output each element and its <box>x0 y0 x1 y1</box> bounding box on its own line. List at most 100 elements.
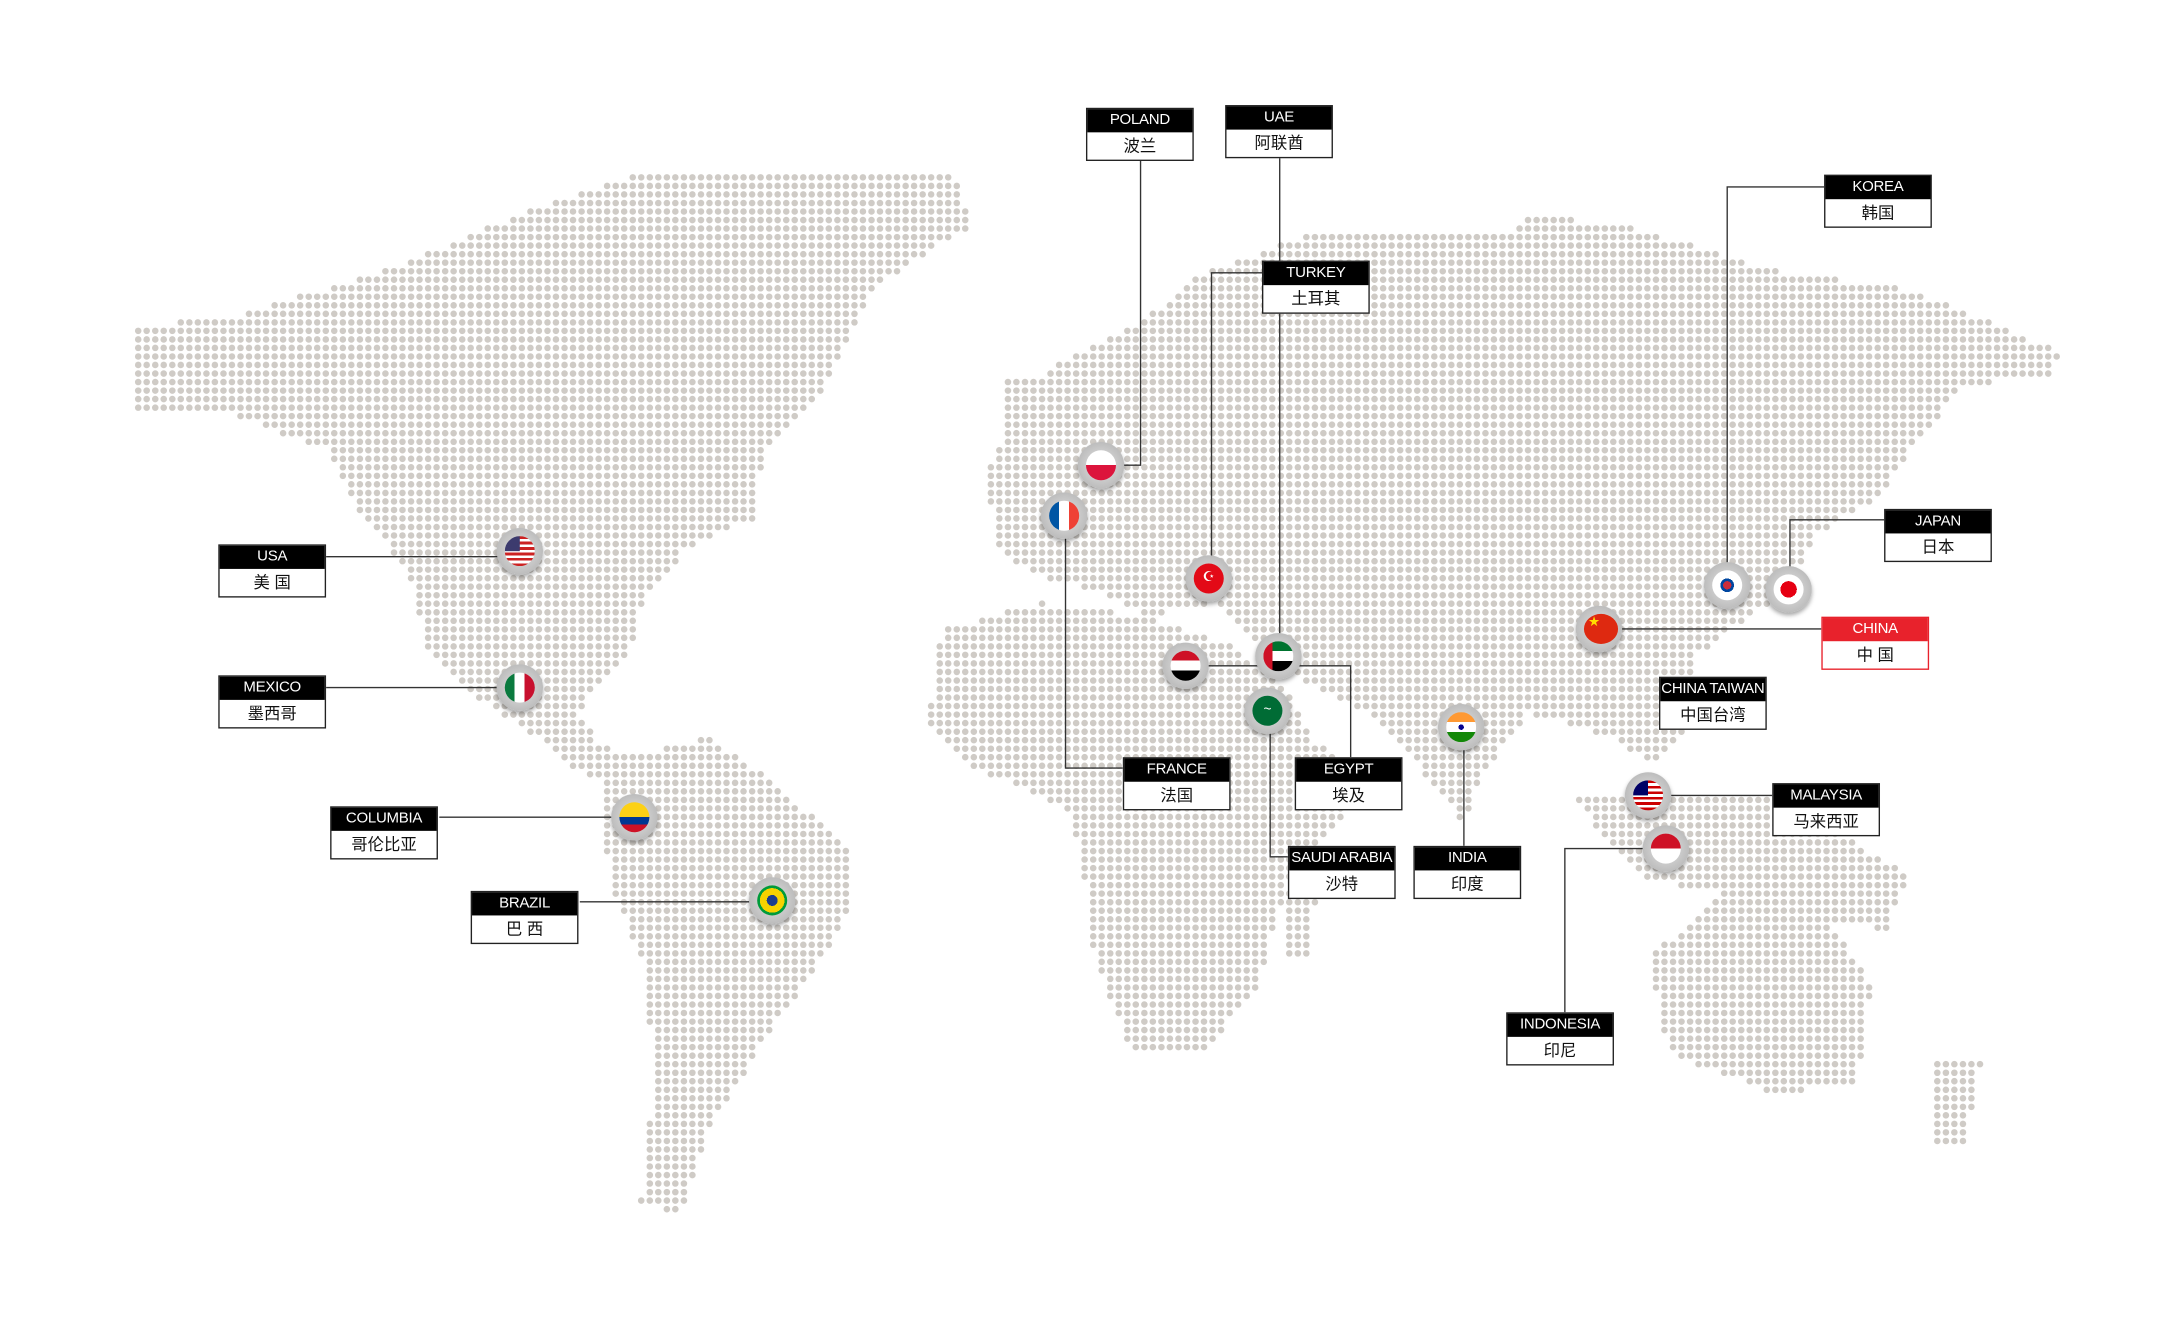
map-dot <box>944 191 952 198</box>
map-dot <box>757 182 764 190</box>
map-dot <box>791 174 798 181</box>
map-dot <box>919 191 926 198</box>
map-dot <box>808 191 816 198</box>
map-dot <box>757 174 764 181</box>
map-dot <box>834 191 841 198</box>
map-dot <box>868 174 875 181</box>
map-dot <box>561 199 568 207</box>
map-dot <box>740 191 747 198</box>
map-dot <box>672 182 679 190</box>
map-dot <box>697 182 705 190</box>
map-dot <box>697 191 705 198</box>
map-dot <box>876 182 884 190</box>
map-dot <box>902 191 909 198</box>
map-dot <box>723 182 730 190</box>
map-dot <box>893 191 901 198</box>
map-dot <box>680 174 688 181</box>
map-dot <box>620 182 628 190</box>
map-dot <box>612 182 619 190</box>
map-dot <box>706 199 713 207</box>
map-dot <box>714 182 722 190</box>
map-dot <box>774 191 781 198</box>
map-dot <box>663 182 671 190</box>
map-dot <box>859 182 867 190</box>
map-dot <box>714 174 722 181</box>
map-dot <box>672 199 679 207</box>
map-dot <box>817 182 824 190</box>
map-dot <box>689 191 696 198</box>
map-dot <box>748 191 756 198</box>
map-dot <box>782 174 790 181</box>
map-dot <box>731 182 739 190</box>
map-dot <box>612 191 619 198</box>
map-dot <box>808 174 816 181</box>
map-dot <box>765 182 773 190</box>
map-dot <box>672 191 679 198</box>
map-dot <box>765 191 773 198</box>
map-dot <box>697 174 705 181</box>
map-dot <box>586 191 594 198</box>
map-dot <box>851 191 858 198</box>
map-dot <box>629 191 637 198</box>
map-dot <box>953 191 961 198</box>
map-dot <box>919 182 926 190</box>
map-dot <box>800 182 807 190</box>
map-dot <box>859 191 867 198</box>
map-dot <box>723 191 730 198</box>
map-dot <box>902 182 909 190</box>
map-dot <box>851 182 858 190</box>
map-dot <box>876 174 884 181</box>
map-dot <box>637 191 645 198</box>
map-dot <box>902 174 909 181</box>
map-dot <box>825 174 833 181</box>
map-dot <box>765 174 773 181</box>
map-dot <box>646 182 654 190</box>
map-dot <box>646 174 654 181</box>
map-dot <box>825 182 833 190</box>
map-dot <box>953 182 961 190</box>
map-dot <box>936 182 944 190</box>
map-dot <box>637 174 645 181</box>
map-dot <box>791 191 798 198</box>
map-dot <box>655 199 662 207</box>
map-dot <box>740 174 747 181</box>
map-dot <box>586 199 594 207</box>
map-dot <box>672 174 679 181</box>
map-dot <box>876 191 884 198</box>
map-dot <box>910 174 918 181</box>
map-dot <box>620 199 628 207</box>
map-dot <box>706 174 713 181</box>
map-dot <box>731 191 739 198</box>
map-dot <box>714 191 722 198</box>
map-dot <box>868 182 875 190</box>
map-dot <box>868 191 875 198</box>
map-dot <box>927 182 935 190</box>
map-dot <box>637 199 645 207</box>
map-dot <box>910 191 918 198</box>
map-dot <box>817 174 824 181</box>
map-dot <box>774 174 781 181</box>
map-dot <box>842 191 850 198</box>
map-dot <box>689 174 696 181</box>
map-dot <box>663 174 671 181</box>
map-dot <box>782 182 790 190</box>
map-dot <box>782 191 790 198</box>
map-dot <box>629 199 637 207</box>
map-dot <box>680 199 688 207</box>
map-dot <box>834 174 841 181</box>
map-dot <box>800 191 807 198</box>
map-dot <box>944 174 952 181</box>
map-dot <box>748 182 756 190</box>
map-dot <box>620 191 628 198</box>
map-dot <box>646 199 654 207</box>
map-dot <box>885 174 892 181</box>
map-dot <box>859 174 867 181</box>
map-dot <box>731 174 739 181</box>
map-dot <box>706 191 713 198</box>
map-dot <box>936 174 944 181</box>
map-dot <box>834 182 841 190</box>
map-dot <box>800 174 807 181</box>
map-dot <box>910 182 918 190</box>
